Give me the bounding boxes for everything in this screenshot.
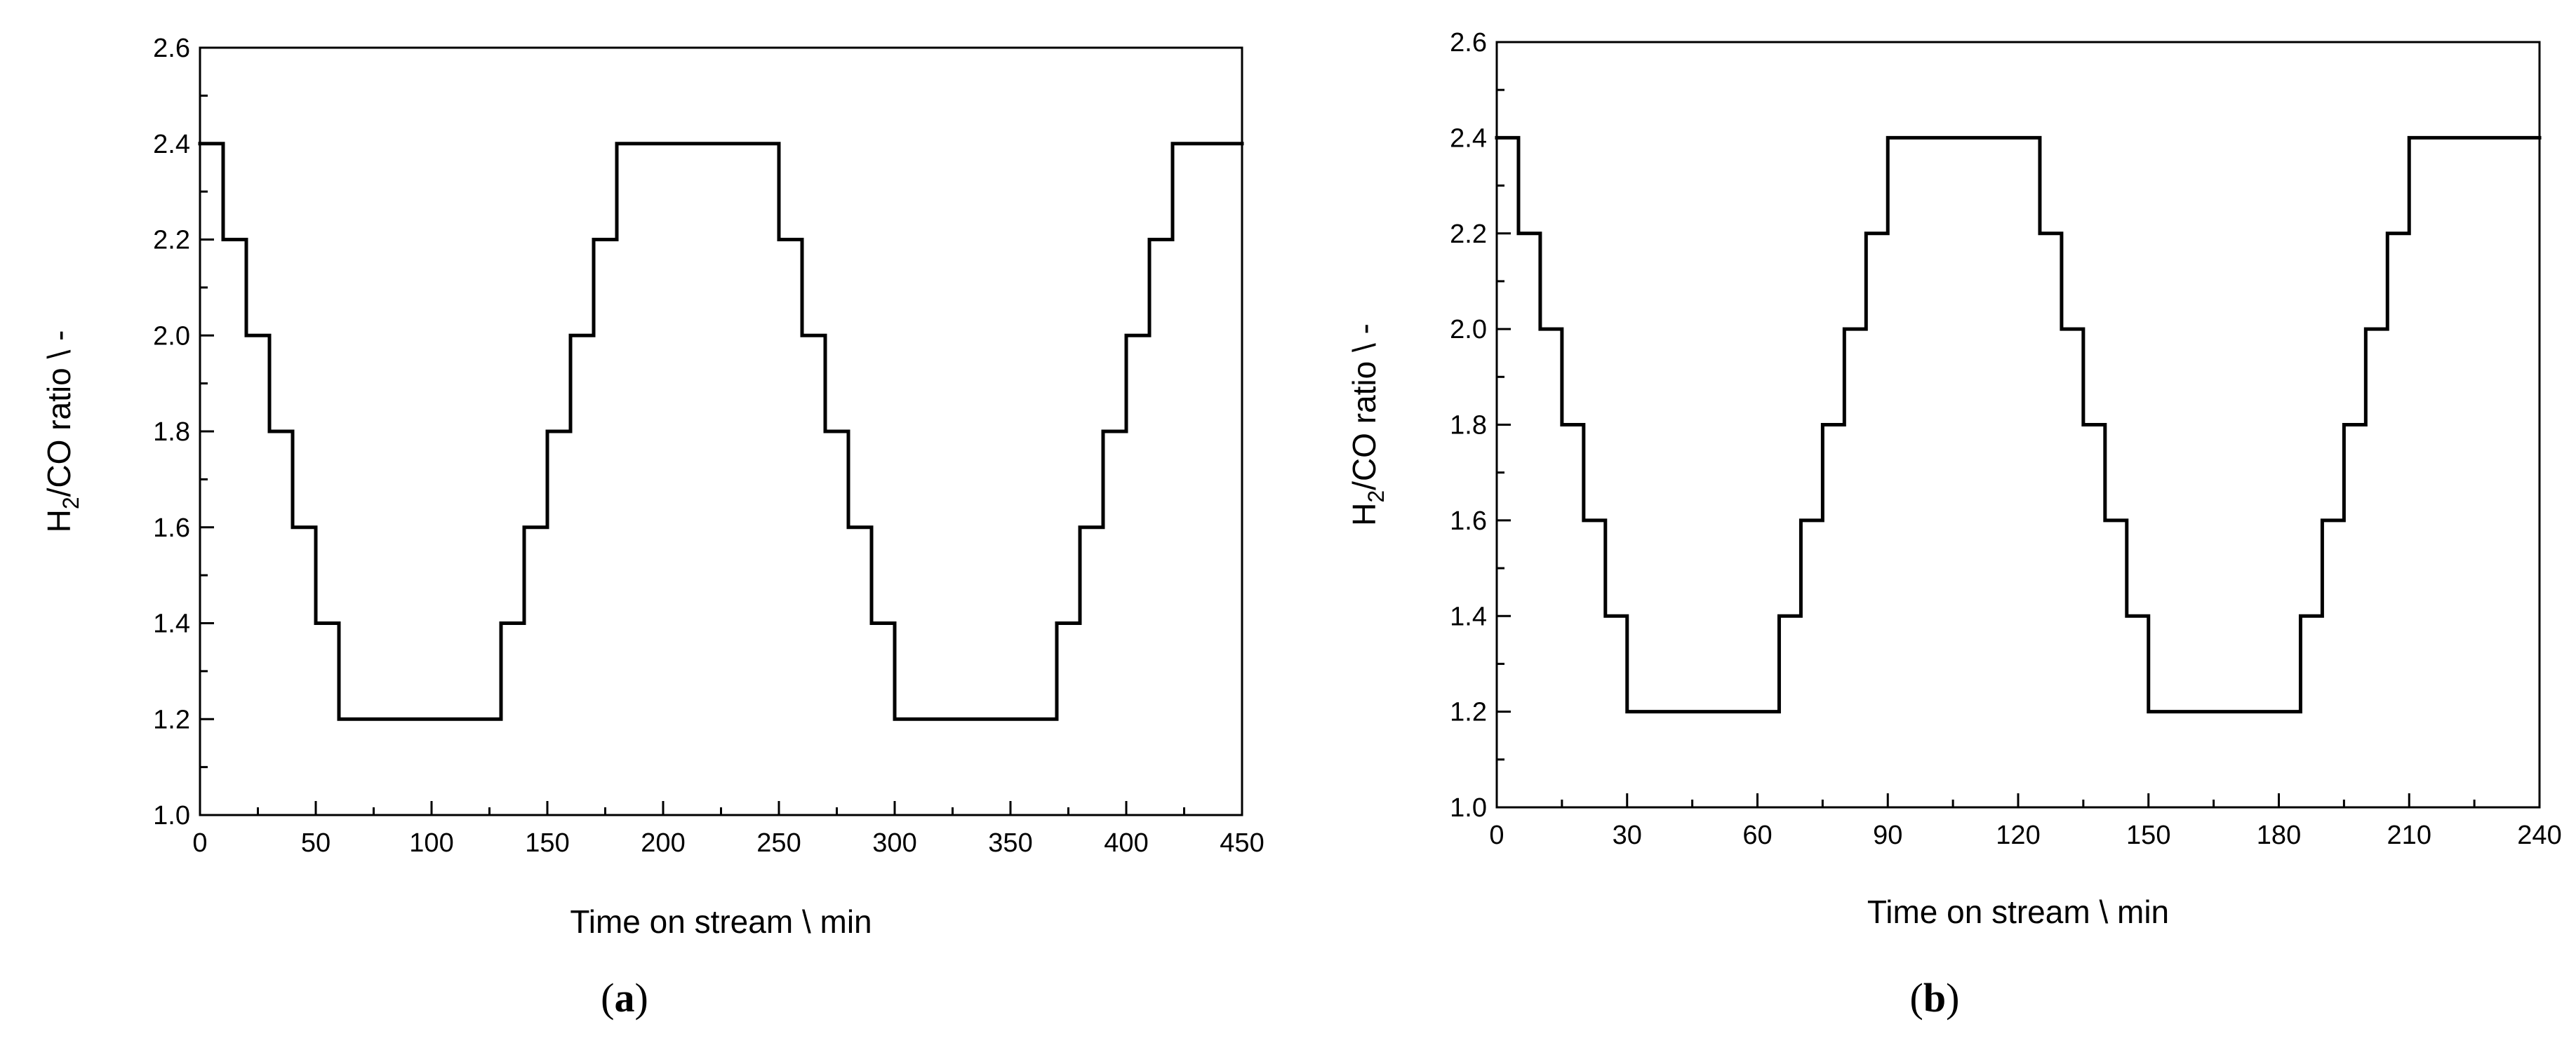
y-tick-label: 2.6 [153, 34, 190, 63]
x-tick-label: 250 [756, 828, 801, 858]
y-tick-label: 1.2 [1450, 698, 1487, 727]
x-tick-label: 300 [872, 828, 916, 858]
x-tick-label: 210 [2387, 821, 2431, 850]
y-tick-label: 1.6 [1450, 506, 1487, 536]
panel-letter: a [615, 975, 635, 1021]
series-line-0 [198, 142, 1244, 721]
y-tick-label: 2.0 [153, 321, 190, 351]
x-tick-label: 240 [2517, 821, 2561, 850]
x-tick-label: 200 [641, 828, 685, 858]
x-tick-label: 90 [1873, 821, 1902, 850]
y-tick-label: 2.4 [1450, 123, 1487, 153]
x-tick-label: 0 [1489, 821, 1504, 850]
y-axis-title-rest: /CO ratio \ - [41, 330, 77, 497]
x-tick-label: 350 [988, 828, 1032, 858]
x-tick-label: 150 [2126, 821, 2170, 850]
chart-panel-b: 0 30 60 90 120 150 180 210 240 1.0 1.2 1.4 1.6 1.8 2.0… [1346, 28, 2562, 1021]
x-axis-title: Time on stream \ min [570, 903, 872, 940]
x-tick-label: 50 [301, 828, 331, 858]
y-axis-title-subscript: 2 [1363, 490, 1389, 503]
y-axis-title: H2/CO ratio \ - [1346, 323, 1389, 526]
y-tick-label: 2.0 [1450, 315, 1487, 344]
y-tick-label: 1.8 [153, 417, 190, 447]
y-tick-label: 2.6 [1450, 28, 1487, 58]
x-tick-label: 450 [1220, 828, 1264, 858]
y-axis-title-subscript: 2 [58, 497, 84, 509]
panel-letter: b [1923, 975, 1946, 1021]
plot-frame [199, 46, 1243, 816]
x-tick-label: 30 [1613, 821, 1642, 850]
y-tick-label: 1.0 [1450, 793, 1487, 823]
y-tick-label: 1.2 [153, 705, 190, 734]
y-tick-label: 2.4 [153, 130, 190, 159]
y-tick-label: 2.2 [153, 226, 190, 255]
chart-panel-a: 0 50 100 150 200 250 300 350 400 450 1.0 1.2 1.4 1.6 1… [41, 34, 1264, 1021]
y-tick-label: 1.8 [1450, 411, 1487, 440]
series-line-0 [1495, 135, 2542, 714]
x-tick-label: 100 [409, 828, 453, 858]
y-axis-title: H2/CO ratio \ - [41, 330, 84, 533]
y-axis-title-rest: /CO ratio \ - [1346, 323, 1382, 490]
y-axis-title-main: H [1346, 503, 1382, 526]
x-tick-label: 60 [1742, 821, 1772, 850]
panel-label: (a) [601, 975, 648, 1021]
y-tick-label: 2.2 [1450, 220, 1487, 249]
x-tick-label: 180 [2257, 821, 2301, 850]
panel-label: (b) [1910, 975, 1960, 1021]
x-tick-label: 120 [1996, 821, 2040, 850]
x-tick-label: 400 [1104, 828, 1148, 858]
x-tick-label: 150 [525, 828, 569, 858]
y-tick-label: 1.6 [153, 513, 190, 543]
plot-frame [1495, 41, 2541, 809]
y-tick-label: 1.4 [1450, 602, 1487, 631]
y-axis-title-main: H [41, 509, 77, 532]
x-axis-title: Time on stream \ min [1867, 894, 2169, 930]
x-tick-label: 0 [192, 828, 207, 858]
y-tick-label: 1.0 [153, 801, 190, 830]
y-tick-label: 1.4 [153, 610, 190, 639]
